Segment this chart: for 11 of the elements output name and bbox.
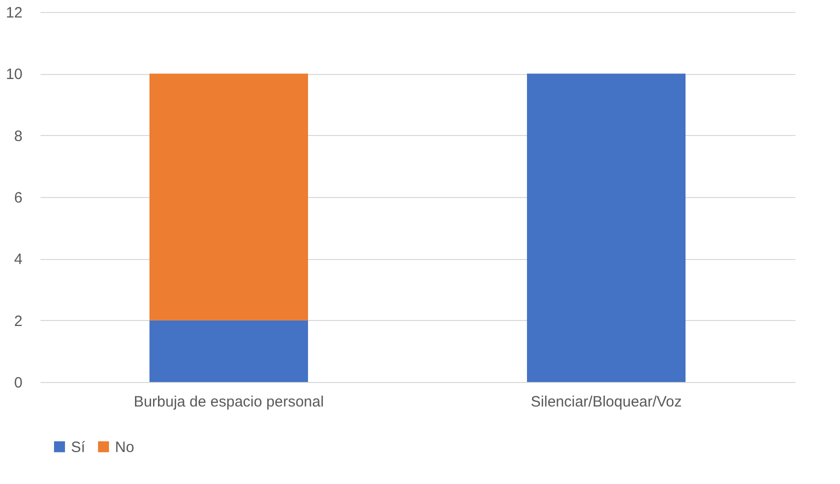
y-tick-label: 12 [6,4,22,22]
y-tick-label: 6 [14,190,22,206]
y-tick-label: 8 [14,128,22,145]
legend-label: No [115,438,134,456]
x-tick-label: Silenciar/Bloquear/Voz [530,394,682,410]
y-tick-label: 2 [14,312,22,330]
x-tick-label: Burbuja de espacio personal [134,394,324,410]
legend-label: Sí [71,438,86,456]
y-tick-label: 0 [14,374,22,392]
y-tick-label: 4 [14,251,22,268]
y-tick-label: 10 [6,66,22,84]
